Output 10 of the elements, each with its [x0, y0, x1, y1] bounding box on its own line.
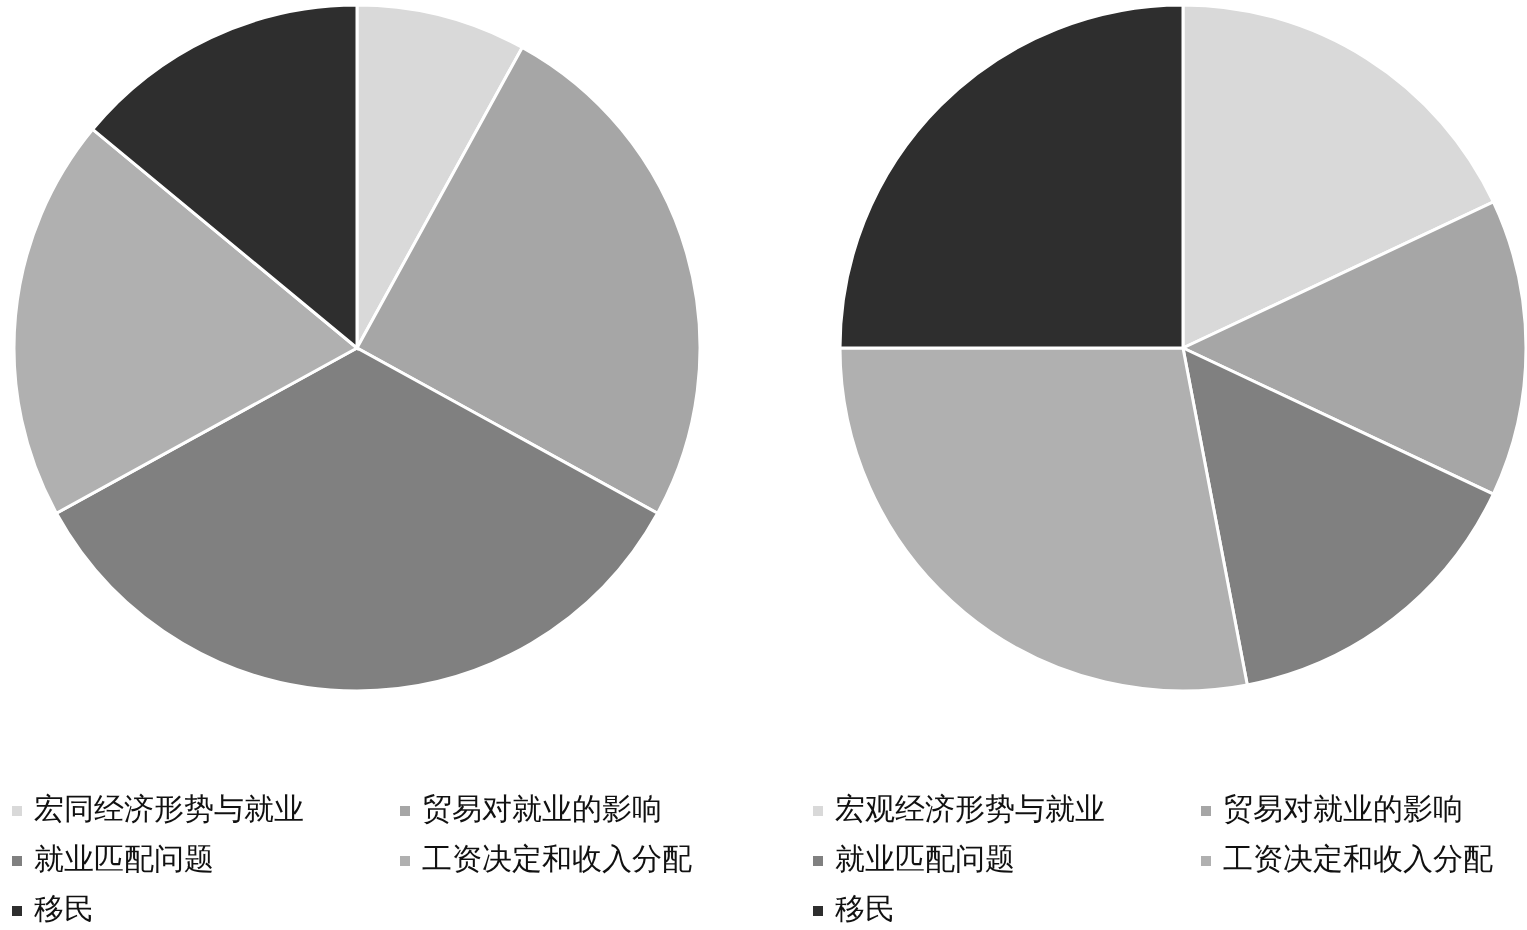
legend-label: 工资决定和收入分配	[422, 841, 692, 875]
legend-label: 宏同经济形势与就业	[34, 791, 304, 825]
legend-label: 就业匹配问题	[835, 841, 1015, 875]
legend-label: 移民	[34, 891, 94, 925]
legend-label: 贸易对就业的影响	[422, 791, 662, 825]
legend-label: 贸易对就业的影响	[1223, 791, 1463, 825]
legend-label: 移民	[835, 891, 895, 925]
legend-label: 宏观经济形势与就业	[835, 791, 1105, 825]
legend-label: 就业匹配问题	[34, 841, 214, 875]
legend-label: 工资决定和收入分配	[1223, 841, 1493, 875]
